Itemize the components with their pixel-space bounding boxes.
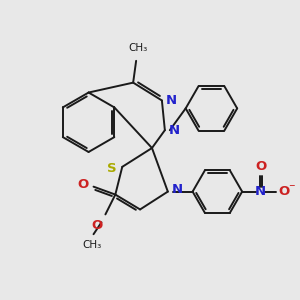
Text: ⁻: ⁻ [288, 182, 294, 195]
Text: N: N [254, 185, 266, 198]
Text: CH₃: CH₃ [128, 43, 148, 53]
Text: O: O [279, 185, 290, 198]
Text: N: N [172, 183, 183, 196]
Text: S: S [107, 162, 116, 175]
Text: O: O [77, 178, 88, 191]
Text: O: O [91, 219, 102, 232]
Text: N: N [169, 124, 180, 137]
Text: CH₃: CH₃ [82, 240, 101, 250]
Text: N: N [166, 94, 177, 107]
Text: O: O [255, 160, 267, 173]
